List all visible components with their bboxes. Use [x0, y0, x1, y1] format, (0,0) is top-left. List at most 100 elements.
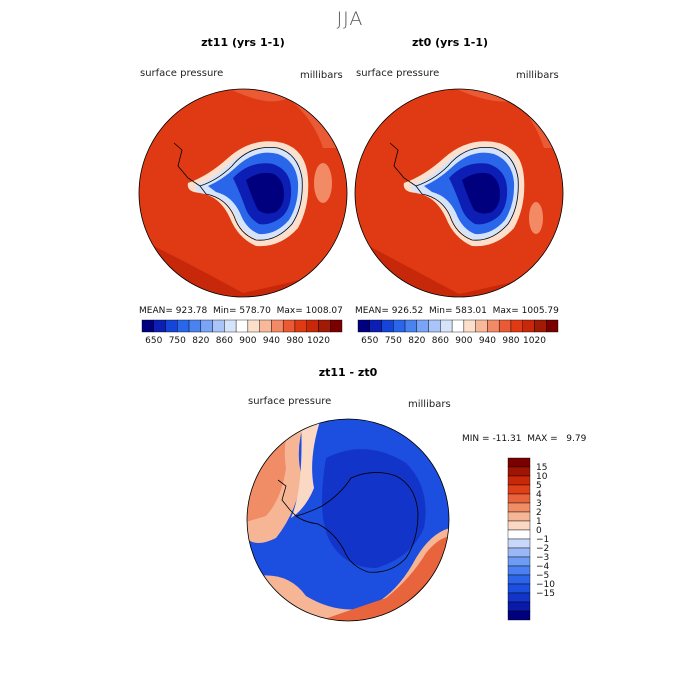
right-min-value: 583.01: [455, 306, 487, 316]
left-stats: MEAN= 923.78 Min= 578.70 Max= 1008.07: [139, 306, 343, 316]
left-map-plateau-core: [246, 172, 284, 214]
right-min-label: Min=: [429, 306, 453, 316]
right-map-border: [354, 88, 564, 298]
left-colorbar-swatch: [247, 319, 260, 333]
diff-colorbar-tick-label: 10: [536, 472, 548, 482]
left-mean-value: 923.78: [175, 306, 208, 316]
diff-colorbar-tick-label: −2: [536, 544, 549, 554]
diff-colorbar-tick-label: −4: [536, 562, 550, 572]
right-colorbar-swatch: [475, 319, 488, 333]
left-colorbar-tick-label: 980: [286, 336, 303, 346]
diff-colorbar-swatch: [507, 565, 531, 576]
diff-colorbar-tick-label: 3: [536, 499, 542, 509]
left-map-border: [138, 88, 348, 298]
diff-colorbar-swatch: [507, 601, 531, 612]
right-colorbar-swatch: [510, 319, 523, 333]
left-colorbar-swatch: [271, 319, 284, 333]
left-colorbar-swatch: [177, 319, 190, 333]
left-units-label: millibars: [300, 70, 343, 81]
right-max-value: 1005.79: [521, 306, 559, 316]
right-map: [354, 88, 564, 298]
left-colorbar-tick-label: 860: [216, 336, 233, 346]
left-colorbar-tick-label: 900: [239, 336, 256, 346]
right-colorbar-tick-label: 860: [432, 336, 449, 346]
diff-colorbar-swatch: [507, 466, 531, 477]
left-colorbar-tick-label: 650: [145, 336, 162, 346]
right-colorbar: 650 750 820 860 900 940 980 1020: [357, 319, 559, 346]
diff-colorbar-swatch: [507, 520, 531, 531]
right-colorbar-swatch: [393, 319, 406, 333]
diff-plot-title: zt11 - zt0: [318, 366, 378, 379]
diff-colorbar-tick-label: 5: [536, 481, 542, 491]
right-colorbar-swatch: [428, 319, 441, 333]
diff-colorbar-swatch: [507, 475, 531, 486]
right-mean-value: 926.52: [391, 306, 424, 316]
right-colorbar-swatch: [416, 319, 429, 333]
left-colorbar-swatch: [282, 319, 296, 333]
diff-colorbar-tick-label: 4: [536, 490, 542, 500]
right-colorbar-swatch: [369, 319, 382, 333]
diff-max-value: 9.79: [566, 434, 587, 444]
diff-colorbar-tick-label: 15: [536, 463, 547, 473]
right-colorbar-swatch: [440, 319, 453, 333]
right-colorbar-tick-label: 750: [385, 336, 402, 346]
diff-map-negative-core: [322, 449, 426, 568]
left-colorbar-swatch: [141, 319, 154, 333]
left-map: [138, 88, 348, 298]
right-colorbar-swatch: [498, 319, 512, 333]
right-map-light-patch: [529, 202, 543, 234]
diff-colorbar-swatch: [507, 457, 531, 468]
right-map-plateau-core: [462, 172, 500, 214]
diff-colorbar-swatch: [507, 538, 531, 549]
diff-colorbar-swatch: [507, 502, 531, 513]
left-max-label: Max=: [276, 306, 303, 316]
right-colorbar-swatch: [451, 319, 465, 333]
right-colorbar-swatch: [534, 319, 547, 333]
right-colorbar-swatch: [463, 319, 476, 333]
diff-map-transition-west: [291, 419, 321, 518]
left-colorbar-swatch: [330, 319, 343, 333]
right-map-antarctica-outline: [415, 147, 519, 241]
right-colorbar-tick-label: 980: [502, 336, 519, 346]
right-colorbar-tick-label: 820: [408, 336, 425, 346]
diff-colorbar-tick-label: 2: [536, 508, 542, 518]
right-stats: MEAN= 926.52 Min= 583.01 Max= 1005.79: [355, 306, 559, 316]
left-variable-label: surface pressure: [140, 68, 224, 79]
right-map-peninsula-outline: [389, 142, 417, 187]
diff-map-border: [246, 418, 450, 622]
diff-colorbar-swatch: [507, 583, 531, 594]
left-colorbar-swatch: [212, 319, 225, 333]
left-map-peninsula-outline: [173, 142, 201, 187]
left-colorbar-swatch: [224, 319, 237, 333]
left-plot-title: zt11 (yrs 1-1): [201, 36, 285, 49]
left-max-value: 1008.07: [305, 306, 343, 316]
diff-colorbar-tick-label: −10: [536, 580, 555, 590]
left-colorbar-tick-label: 820: [192, 336, 209, 346]
diff-min-value: -11.31: [492, 434, 522, 444]
diff-colorbar-swatch: [507, 592, 531, 603]
diff-colorbar-tick-label: 1: [536, 517, 542, 527]
diff-colorbar-tick-label: −15: [536, 589, 555, 599]
right-colorbar-tick-label: 940: [479, 336, 496, 346]
right-colorbar-swatch: [381, 319, 394, 333]
left-colorbar-tick-label: 1020: [307, 336, 330, 346]
diff-colorbar-swatch: [507, 493, 531, 504]
figure-title: JJA: [336, 8, 364, 30]
diff-colorbar-swatch: [507, 574, 531, 585]
diff-variable-label: surface pressure: [248, 396, 332, 407]
diff-stats: MIN = -11.31 MAX = 9.79: [462, 434, 586, 444]
left-map-light-patch: [314, 163, 332, 203]
left-colorbar-swatch: [153, 319, 166, 333]
left-colorbar-tick-label: 750: [169, 336, 186, 346]
diff-colorbar-swatch: [507, 484, 531, 495]
right-mean-label: MEAN=: [355, 306, 389, 316]
left-colorbar-swatch: [165, 319, 178, 333]
diff-colorbar-swatch: [507, 610, 531, 621]
right-colorbar-swatch: [522, 319, 535, 333]
left-min-value: 578.70: [239, 306, 271, 316]
diff-colorbar-swatch: [507, 556, 531, 567]
right-colorbar-tick-label: 900: [455, 336, 472, 346]
left-min-label: Min=: [213, 306, 237, 316]
diff-colorbar-swatch: [507, 547, 531, 558]
right-colorbar-tick-label: 1020: [523, 336, 546, 346]
